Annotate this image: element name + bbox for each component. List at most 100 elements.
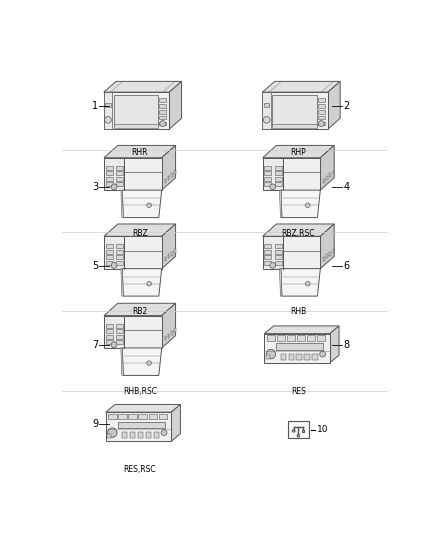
Bar [267, 335, 275, 341]
Polygon shape [104, 303, 176, 316]
Circle shape [305, 203, 310, 207]
Polygon shape [162, 303, 176, 348]
Bar [318, 104, 325, 108]
Bar [122, 432, 127, 439]
Polygon shape [169, 82, 181, 129]
Bar [168, 334, 170, 338]
Bar [124, 236, 162, 269]
Bar [138, 414, 147, 419]
Bar [159, 104, 166, 108]
Bar [106, 177, 113, 181]
Bar [117, 255, 124, 259]
Bar [108, 414, 117, 419]
Bar [264, 103, 269, 107]
Bar [117, 177, 124, 181]
Bar [159, 122, 166, 125]
Bar [272, 124, 317, 127]
Bar [106, 250, 113, 254]
Circle shape [111, 184, 117, 190]
Bar [323, 257, 325, 261]
Circle shape [147, 203, 152, 207]
Text: RHB,RSC: RHB,RSC [123, 386, 157, 395]
Circle shape [320, 351, 325, 357]
Bar [159, 110, 166, 114]
Bar [312, 353, 318, 360]
Text: 3: 3 [92, 182, 98, 192]
Text: 8: 8 [343, 340, 349, 350]
Text: 6: 6 [343, 261, 349, 271]
Text: RB2: RB2 [132, 308, 148, 316]
Bar [329, 173, 331, 177]
Text: 7: 7 [92, 340, 98, 350]
Circle shape [105, 117, 111, 123]
Text: RES,RSC: RES,RSC [124, 465, 156, 474]
Circle shape [263, 117, 270, 123]
Bar [117, 244, 124, 248]
Bar [326, 254, 328, 259]
Bar [128, 414, 137, 419]
Circle shape [318, 120, 324, 126]
Bar [264, 182, 271, 186]
Bar [297, 353, 302, 360]
Circle shape [161, 430, 167, 435]
Bar [106, 166, 113, 169]
Bar [148, 414, 157, 419]
Bar [318, 98, 325, 102]
Bar [154, 432, 159, 439]
Bar [117, 422, 165, 428]
Bar [106, 335, 113, 338]
Bar [104, 92, 112, 129]
Polygon shape [121, 269, 123, 296]
Polygon shape [281, 269, 320, 296]
Bar [264, 250, 271, 254]
Circle shape [305, 281, 310, 286]
Bar [104, 316, 124, 348]
Bar [263, 158, 283, 190]
Text: 2: 2 [343, 101, 349, 111]
Bar [106, 171, 113, 175]
Polygon shape [122, 348, 162, 375]
Text: 9: 9 [92, 418, 98, 429]
Bar [277, 335, 285, 341]
Bar [332, 171, 334, 174]
Bar [276, 343, 323, 350]
Bar [106, 261, 113, 265]
Circle shape [147, 361, 152, 365]
Polygon shape [104, 224, 176, 236]
Bar [326, 176, 328, 180]
Circle shape [270, 184, 276, 190]
Polygon shape [162, 224, 176, 269]
Circle shape [111, 342, 117, 348]
Bar [130, 432, 135, 439]
Circle shape [111, 262, 117, 268]
Bar [323, 179, 325, 182]
Bar [318, 116, 325, 119]
Bar [264, 166, 271, 169]
Bar [174, 171, 176, 174]
Text: 1: 1 [92, 101, 98, 111]
Bar [159, 414, 167, 419]
Bar [318, 110, 325, 114]
Circle shape [270, 262, 276, 268]
Polygon shape [263, 224, 334, 236]
Bar [264, 171, 271, 175]
Bar [168, 176, 170, 180]
Bar [113, 124, 158, 127]
Polygon shape [121, 190, 123, 217]
Polygon shape [262, 82, 340, 92]
Bar [289, 353, 294, 360]
Bar [275, 177, 282, 181]
Polygon shape [265, 326, 339, 334]
Bar [265, 334, 330, 363]
Polygon shape [104, 146, 176, 158]
Text: RHP: RHP [290, 148, 306, 157]
Bar [272, 95, 317, 126]
Bar [264, 244, 271, 248]
Bar [262, 92, 328, 129]
Bar [124, 316, 162, 348]
Bar [106, 412, 171, 441]
Bar [275, 171, 282, 175]
Polygon shape [330, 326, 339, 363]
Text: RES: RES [291, 386, 306, 395]
Polygon shape [171, 405, 180, 441]
